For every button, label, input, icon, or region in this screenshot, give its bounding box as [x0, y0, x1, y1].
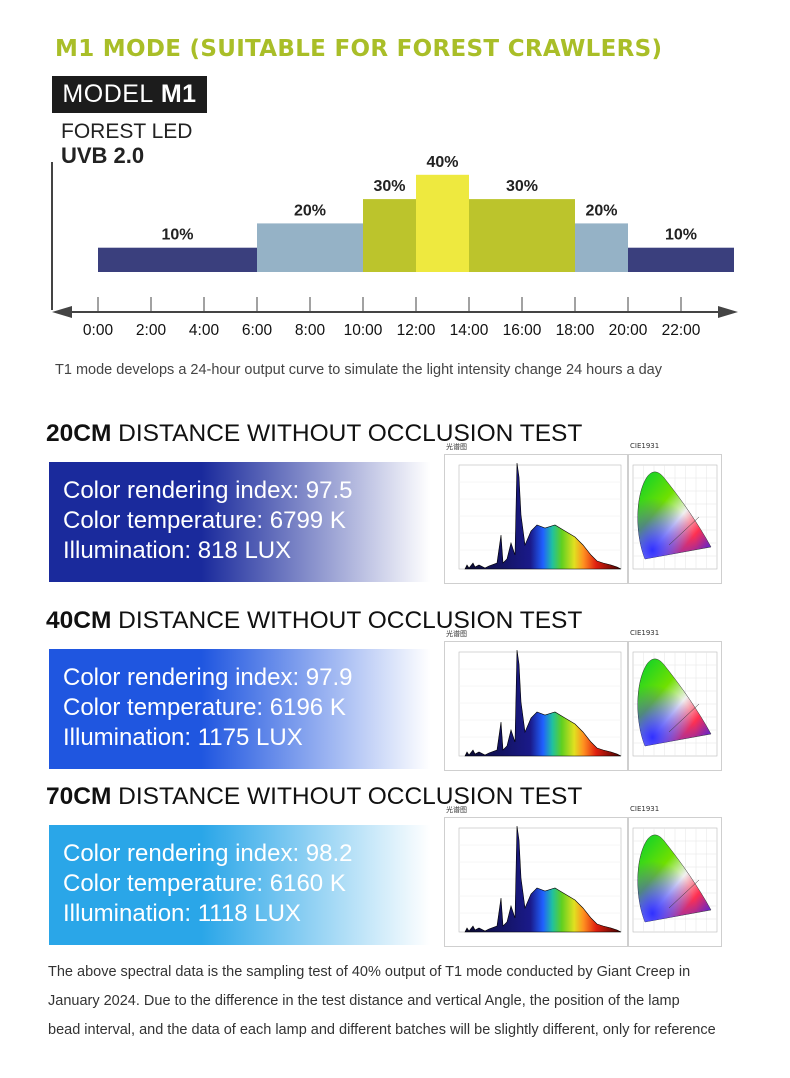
test-distance: 20CM — [46, 420, 112, 447]
x-tick-label: 12:00 — [397, 322, 436, 339]
bar-label: 30% — [506, 178, 538, 195]
test-heading-text: DISTANCE WITHOUT OCCLUSION TEST — [118, 420, 583, 447]
cie-label: CIE1931 — [630, 629, 660, 637]
cie-label: CIE1931 — [630, 805, 660, 813]
x-tick-label: 16:00 — [503, 322, 542, 339]
x-tick-label: 2:00 — [136, 322, 167, 339]
product-info: FOREST LED UVB 2.0 — [61, 120, 192, 168]
measurement-panel: Color rendering index: 97.5 Color tempera… — [49, 462, 430, 582]
chart-caption: T1 mode develops a 24-hour output curve … — [55, 362, 662, 378]
bar-label: 30% — [373, 178, 405, 195]
page-title: M1 MODE (SUITABLE FOR FOREST CRAWLERS) — [55, 36, 663, 62]
measurement-panel: Color rendering index: 98.2 Color tempera… — [49, 825, 430, 945]
footer-line: bead interval, and the data of each lamp… — [48, 1022, 716, 1038]
test-heading: 70CM DISTANCE WITHOUT OCCLUSION TEST — [46, 783, 582, 811]
color-temperature: Color temperature: 6799 K — [63, 507, 346, 534]
x-tick-label: 10:00 — [344, 322, 383, 339]
color-rendering-index: Color rendering index: 98.2 — [63, 840, 353, 867]
model-badge: MODEL M1 — [52, 76, 207, 113]
x-tick-label: 18:00 — [556, 322, 595, 339]
spectrum-plot — [458, 462, 622, 570]
color-temperature: Color temperature: 6196 K — [63, 694, 346, 721]
x-tick-label: 6:00 — [242, 322, 273, 339]
x-tick-label: 8:00 — [295, 322, 326, 339]
test-heading-text: DISTANCE WITHOUT OCCLUSION TEST — [118, 783, 583, 810]
illumination: Illumination: 818 LUX — [63, 537, 292, 564]
footer-note: The above spectral data is the sampling … — [48, 958, 768, 1045]
product-line: FOREST LED — [61, 120, 193, 143]
spectrum-plot — [458, 649, 622, 757]
x-tick-label: 22:00 — [662, 322, 701, 339]
spectrum-graph: 光谱图 — [444, 630, 628, 771]
cie-diagram: CIE1931 — [628, 805, 722, 947]
light-schedule-chart: 10% 20% 30% 40% 30% 20% 10% 0:00 2:00 4:00 6:00 8:0… — [51, 154, 738, 339]
measurement-panel: Color rendering index: 97.9 Color tempera… — [49, 649, 430, 769]
bar-label: 10% — [665, 227, 697, 244]
schedule-bar — [416, 174, 469, 272]
schedule-bar — [363, 199, 416, 272]
axis-arrow-left — [52, 306, 72, 318]
cie-diagram: CIE1931 — [628, 442, 722, 584]
color-rendering-index: Color rendering index: 97.5 — [63, 477, 353, 504]
schedule-bar — [628, 247, 734, 272]
bar-label: 40% — [426, 154, 458, 171]
spectrum-label: 光谱图 — [446, 443, 467, 451]
spectrum-plot — [458, 825, 622, 933]
x-tick-label: 20:00 — [609, 322, 648, 339]
color-rendering-index: Color rendering index: 97.9 — [63, 664, 353, 691]
schedule-bar — [257, 223, 363, 272]
test-heading: 20CM DISTANCE WITHOUT OCCLUSION TEST — [46, 420, 582, 448]
spectrum-label: 光谱图 — [446, 630, 467, 638]
cie-plot — [632, 651, 718, 757]
spectrum-label: 光谱图 — [446, 806, 467, 814]
product-uvb: UVB 2.0 — [61, 143, 145, 168]
test-distance: 40CM — [46, 607, 112, 634]
footer-line: The above spectral data is the sampling … — [48, 964, 691, 980]
illumination: Illumination: 1175 LUX — [63, 724, 303, 751]
cie-label: CIE1931 — [630, 442, 660, 450]
schedule-bar — [469, 199, 575, 272]
cie-plot — [632, 464, 718, 570]
axis-arrow-right — [718, 306, 738, 318]
model-prefix: MODEL — [62, 80, 154, 108]
cie-plot — [632, 827, 718, 933]
x-tick-label: 4:00 — [189, 322, 220, 339]
bar-label: 10% — [161, 227, 193, 244]
bar-label: 20% — [294, 202, 326, 219]
model-name: M1 — [160, 80, 197, 108]
test-heading-text: DISTANCE WITHOUT OCCLUSION TEST — [118, 607, 583, 634]
spectrum-graph: 光谱图 — [444, 443, 628, 584]
schedule-bar — [98, 247, 257, 272]
footer-line: January 2024. Due to the difference in t… — [48, 993, 680, 1009]
illumination: Illumination: 1118 LUX — [63, 900, 301, 927]
color-temperature: Color temperature: 6160 K — [63, 870, 346, 897]
x-tick-label: 14:00 — [450, 322, 489, 339]
spectrum-graph: 光谱图 — [444, 806, 628, 947]
x-tick-label: 0:00 — [83, 322, 114, 339]
schedule-bar — [575, 223, 628, 272]
bar-label: 20% — [585, 202, 617, 219]
cie-diagram: CIE1931 — [628, 629, 722, 771]
test-distance: 70CM — [46, 783, 112, 810]
test-heading: 40CM DISTANCE WITHOUT OCCLUSION TEST — [46, 607, 582, 635]
